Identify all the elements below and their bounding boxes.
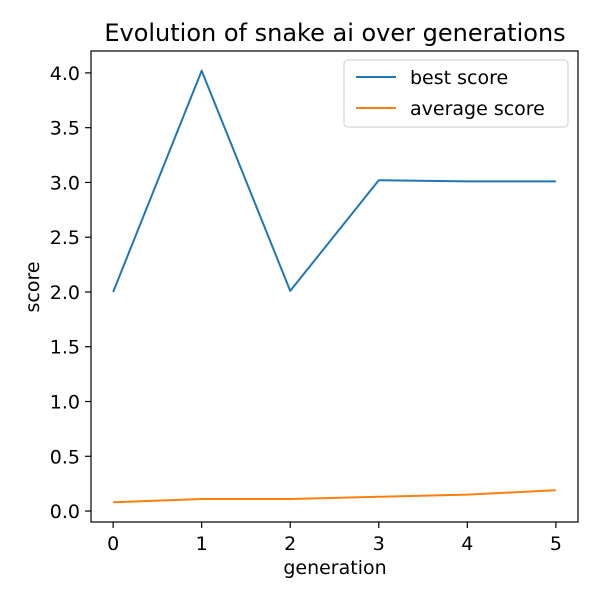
- x-tick-label: 4: [461, 533, 473, 555]
- legend-box: [343, 59, 569, 128]
- legend-label: best score: [410, 67, 508, 89]
- y-tick-label: 2.5: [50, 227, 80, 249]
- y-tick-label: 0.5: [50, 446, 80, 468]
- series-layer: [112, 69, 556, 504]
- plot-area: [90, 50, 579, 523]
- legend-label: average score: [410, 98, 545, 120]
- x-tick-label: 2: [284, 533, 296, 555]
- y-tick-label: 0.0: [50, 501, 80, 523]
- y-tick-label: 4.0: [50, 63, 80, 85]
- y-axis-ticks: 0.0 0.5 1.0 1.5 2.0 2.5 3.0 3.5 4.0: [50, 63, 91, 523]
- series-line-average-score: [113, 489, 556, 504]
- y-tick-label: 1.0: [50, 392, 80, 414]
- x-tick-label: 3: [373, 533, 385, 555]
- y-tick-label: 1.5: [50, 337, 80, 359]
- legend: best score average score: [343, 59, 569, 128]
- legend-items: best score average score: [356, 67, 545, 120]
- y-tick-label: 2.0: [50, 282, 80, 304]
- x-tick-label: 0: [107, 533, 119, 555]
- y-tick-label: 3.0: [50, 172, 80, 194]
- plot-frame: [90, 50, 579, 523]
- y-tick-label: 3.5: [50, 118, 80, 140]
- chart-title: Evolution of snake ai over generations: [104, 19, 565, 47]
- x-tick-label: 1: [196, 533, 208, 555]
- x-axis-ticks: 0 1 2 3 4 5: [107, 522, 562, 555]
- y-axis-label: score: [22, 261, 44, 312]
- x-tick-label: 5: [550, 533, 562, 555]
- x-axis-label: generation: [283, 557, 386, 579]
- series-line-best-score: [112, 69, 556, 293]
